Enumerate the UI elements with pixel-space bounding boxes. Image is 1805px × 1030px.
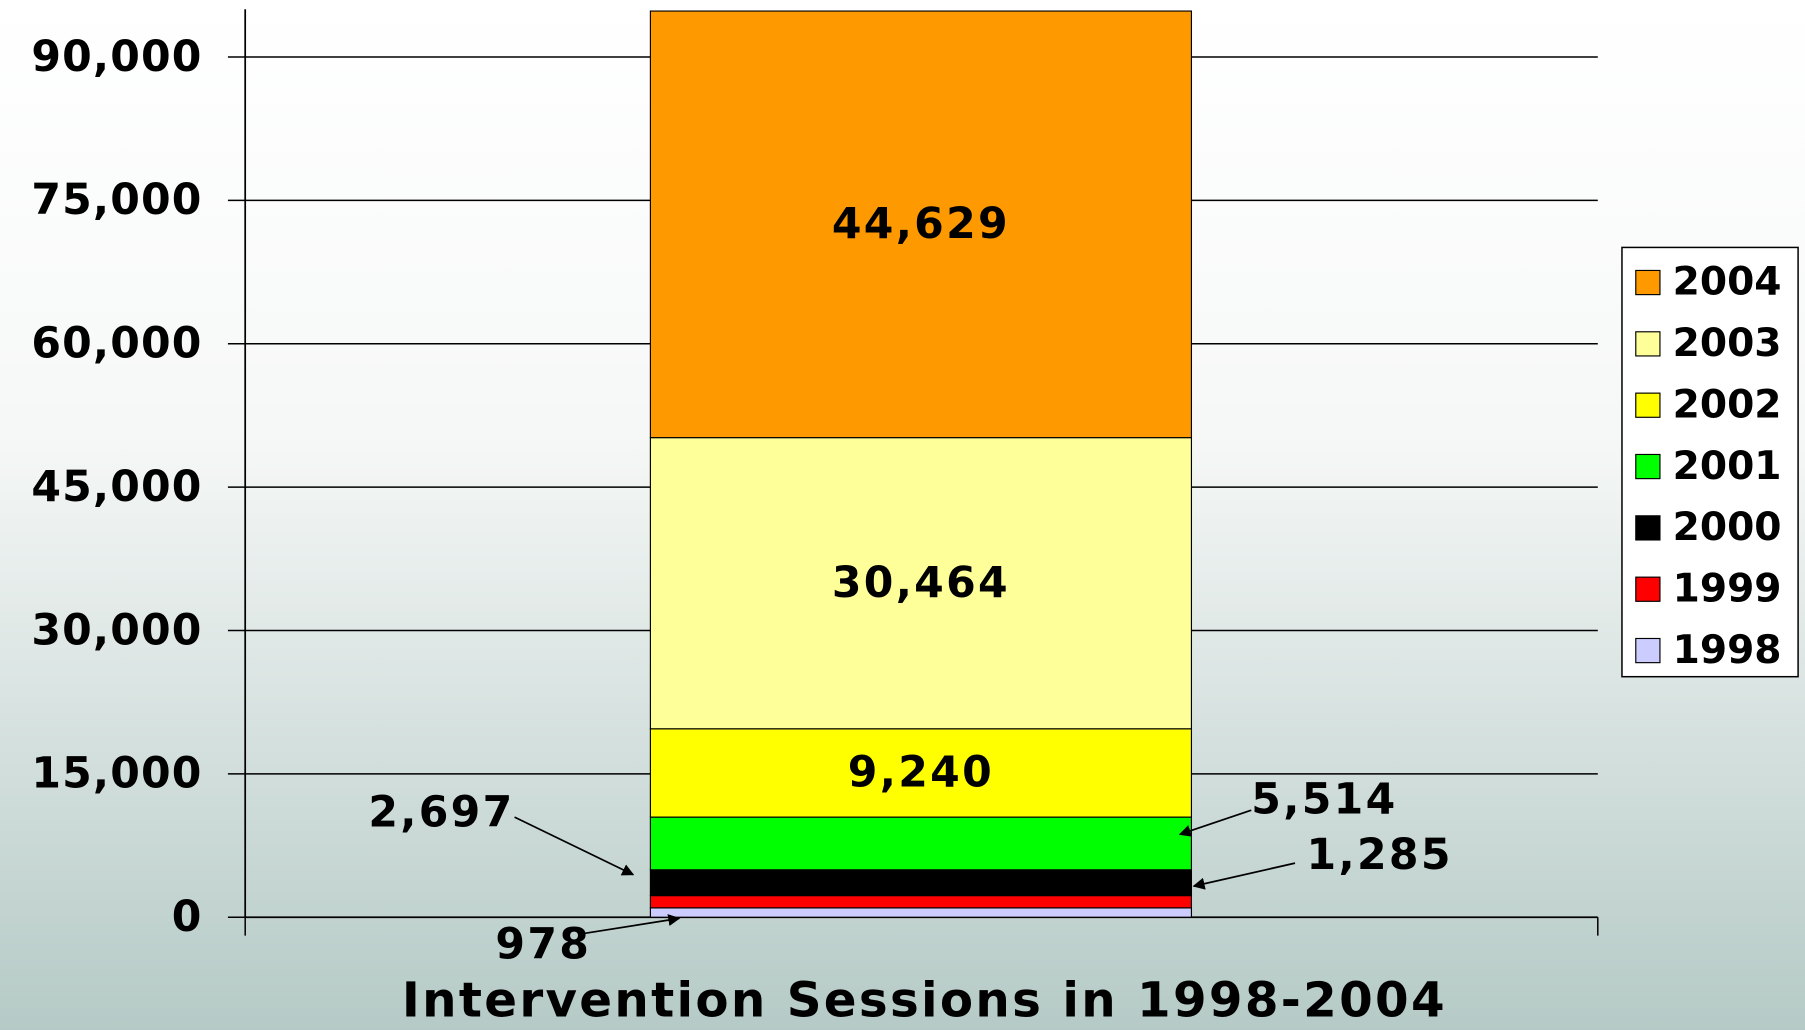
data-label: 9,240 — [848, 748, 994, 798]
label-arrow — [1178, 809, 1252, 837]
legend-label: 2004 — [1673, 260, 1782, 305]
bar-segment — [649, 728, 1193, 818]
bar-segment — [649, 895, 1193, 909]
y-tick-label: 30,000 — [31, 605, 202, 655]
legend-label: 2002 — [1673, 382, 1782, 427]
y-tick-label: 45,000 — [31, 462, 202, 512]
y-tick-label: 60,000 — [31, 319, 202, 369]
label-arrow — [584, 914, 681, 935]
bar-segment — [649, 10, 1193, 439]
data-label: 1,285 — [1307, 830, 1453, 880]
x-axis-label: Intervention Sessions in 1998-2004 — [402, 973, 1447, 1029]
legend-label: 2000 — [1673, 505, 1782, 550]
data-label: 2,697 — [368, 787, 514, 837]
legend-swatch — [1635, 392, 1661, 418]
data-label: 978 — [495, 920, 591, 970]
label-arrow — [1192, 862, 1296, 890]
legend-swatch — [1635, 453, 1661, 480]
y-tick-label: 75,000 — [31, 175, 202, 225]
bar-segment — [649, 437, 1193, 730]
legend-swatch — [1635, 269, 1661, 296]
data-label: 5,514 — [1251, 775, 1397, 825]
label-arrow — [514, 816, 635, 876]
legend-label: 1998 — [1673, 628, 1782, 673]
y-tick-label: 90,000 — [31, 32, 202, 82]
y-tick-label: 0 — [172, 892, 203, 942]
legend-label: 1999 — [1673, 566, 1782, 611]
bar-segment — [649, 907, 1193, 918]
y-tick-label: 15,000 — [31, 749, 202, 799]
data-label: 30,464 — [832, 558, 1010, 608]
legend-label: 2003 — [1673, 321, 1782, 366]
legend-swatch — [1635, 331, 1661, 357]
bar-segment — [649, 869, 1193, 897]
legend-label: 2001 — [1673, 444, 1782, 489]
bar-segment — [649, 816, 1193, 871]
legend-swatch — [1635, 637, 1661, 664]
legend-swatch — [1635, 576, 1661, 602]
legend-swatch — [1635, 515, 1661, 541]
data-label: 44,629 — [832, 199, 1010, 249]
